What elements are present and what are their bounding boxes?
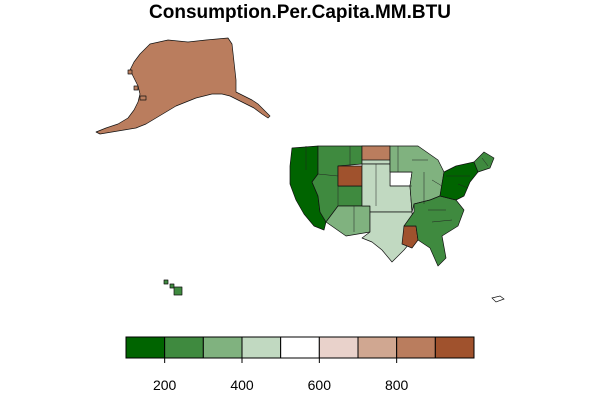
state-hawaii [169, 283, 175, 289]
state-south-dakota [389, 171, 413, 187]
legend-tick-label: 600 [308, 377, 332, 393]
state-wyoming [337, 165, 363, 187]
state-alaska-island [133, 85, 139, 91]
map-title: Consumption.Per.Capita.MM.BTU [149, 2, 451, 23]
region-northeast [439, 161, 479, 201]
region-hawaii [163, 279, 183, 296]
legend-bin-5 [318, 336, 359, 359]
legend-bin-6 [357, 336, 398, 359]
legend-bin-1 [164, 336, 204, 359]
state-alaska-island [139, 95, 147, 101]
state-borders [305, 146, 489, 232]
legend-tick-label: 400 [230, 377, 254, 393]
legend-tick-label: 800 [385, 377, 409, 393]
legend-bin-7 [396, 336, 436, 359]
legend-bin-8 [434, 336, 475, 359]
legend-bin-0 [125, 336, 166, 359]
state-hawaii [163, 279, 169, 285]
legend-bin-4 [280, 336, 320, 359]
legend-ticks: 200 400 600 800 [153, 358, 409, 393]
state-louisiana [401, 225, 419, 249]
region-contiguous-us [289, 145, 495, 267]
color-legend: 200 400 600 800 [125, 336, 475, 393]
state-alaska-island [127, 69, 133, 75]
state-alaska [95, 37, 271, 135]
region-alaska [95, 37, 271, 135]
state-north-dakota [361, 145, 391, 161]
legend-tick-label: 200 [153, 377, 177, 393]
region-new-england [473, 151, 495, 173]
legend-bin-3 [241, 336, 282, 359]
island-outline [491, 295, 505, 303]
legend-bins [125, 336, 475, 359]
state-hawaii [173, 286, 183, 296]
legend-bin-2 [202, 336, 243, 359]
